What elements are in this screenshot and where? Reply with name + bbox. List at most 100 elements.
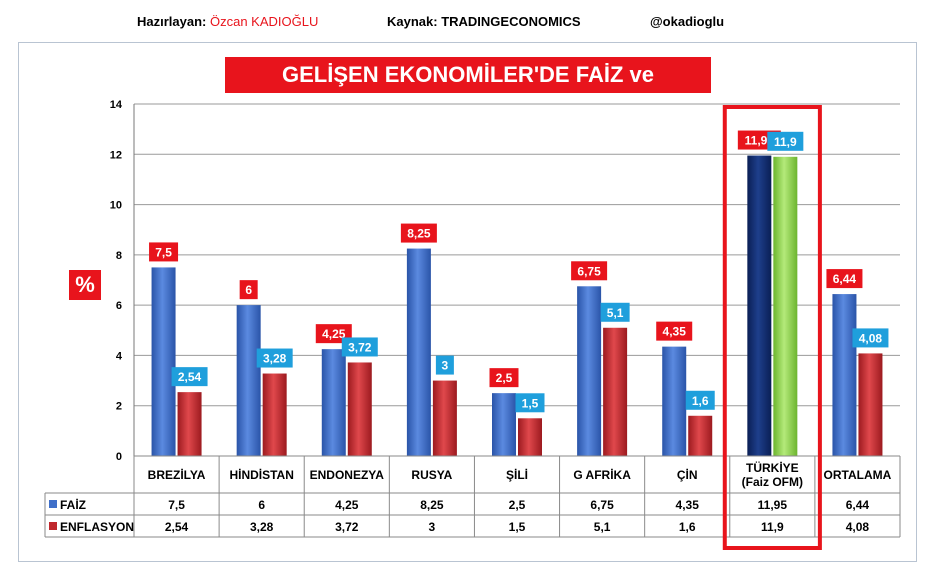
- category-label: (Faiz OFM): [742, 475, 803, 489]
- data-label: 4,25: [322, 327, 346, 341]
- prepared-label: Hazırlayan:: [137, 14, 207, 29]
- table-cell: 3,28: [250, 520, 274, 534]
- enflasyon-bar: [773, 156, 798, 457]
- category-label: ORTALAMA: [824, 468, 892, 482]
- enflasyon-bar: [518, 418, 542, 456]
- data-label: 11,95: [745, 134, 775, 148]
- faiz-bar: [406, 248, 431, 456]
- table-cell: 3,72: [335, 520, 359, 534]
- enflasyon-bar: [858, 353, 883, 456]
- data-label-box: [656, 321, 693, 341]
- data-label-box: [171, 367, 208, 387]
- category-label: ŞİLİ: [506, 467, 528, 482]
- twitter-handle: @okadioglu: [650, 14, 725, 29]
- data-label-box: [767, 131, 804, 151]
- data-label: 6,75: [577, 264, 601, 278]
- y-tick-label: 2: [116, 401, 122, 413]
- data-label: 7,5: [155, 245, 172, 259]
- series-name: ENFLASYON: [60, 520, 134, 534]
- data-label: 6,44: [833, 272, 857, 286]
- data-label: 4,35: [663, 325, 687, 339]
- chart-frame: [18, 42, 917, 562]
- faiz-bar: [321, 349, 346, 456]
- y-tick-label: 12: [110, 149, 122, 161]
- table-cell: 1,6: [679, 520, 696, 534]
- enflasyon-legend-swatch: [49, 522, 57, 530]
- y-tick-label: 6: [116, 300, 122, 312]
- category-label: ÇİN: [677, 467, 698, 482]
- enflasyon-bar: [177, 392, 202, 456]
- category-label: HİNDİSTAN: [229, 467, 293, 482]
- data-label-box: [149, 242, 179, 262]
- data-label-box: [400, 223, 437, 243]
- data-label: 11,9: [774, 135, 797, 149]
- category-label: BREZİLYA: [148, 467, 206, 482]
- data-label: 3,72: [348, 340, 372, 354]
- table-cell: 11,9: [761, 520, 784, 534]
- chart-title: GELİŞEN EKONOMİLER'DE FAİZ ve ENFLASYON: [225, 57, 711, 123]
- table-cell: 6,75: [590, 498, 614, 512]
- table-cell: 8,25: [420, 498, 444, 512]
- turkey-highlight-box: [722, 105, 822, 550]
- y-tick-label: 14: [110, 99, 123, 111]
- faiz-bar: [832, 294, 857, 456]
- data-label-box: [826, 269, 863, 289]
- prepared-by: Hazırlayan: Özcan KADIOĞLU: [137, 14, 318, 29]
- data-label: 5,1: [607, 306, 624, 320]
- faiz-bar: [662, 346, 687, 456]
- faiz-bar: [492, 393, 516, 456]
- enflasyon-bar: [262, 373, 287, 456]
- y-axis-label: %: [69, 270, 101, 300]
- enflasyon-bar: [688, 415, 713, 456]
- enflasyon-bar: [603, 327, 628, 456]
- author-name: Özcan KADIOĞLU: [210, 14, 319, 29]
- faiz-bar: [747, 155, 772, 457]
- data-label: 3: [442, 359, 449, 373]
- table-cell: 7,5: [168, 498, 185, 512]
- faiz-legend-swatch: [49, 500, 57, 508]
- data-label-box: [341, 337, 378, 357]
- table-cell: 1,5: [509, 520, 526, 534]
- category-label: TÜRKİYE: [746, 460, 799, 475]
- data-label: 2,5: [496, 371, 513, 385]
- y-tick-label: 10: [110, 200, 122, 212]
- data-label-box: [685, 390, 715, 410]
- table-cell: 2,54: [165, 520, 189, 534]
- category-label: ENDONEZYA: [310, 468, 385, 482]
- data-label-box: [852, 328, 889, 348]
- faiz-bar: [577, 286, 602, 456]
- table-cell: 2,5: [509, 498, 526, 512]
- series-name: FAİZ: [60, 497, 86, 512]
- category-label: G AFRİKA: [573, 467, 631, 482]
- data-label-box: [515, 393, 545, 413]
- data-label-box: [571, 261, 608, 281]
- table-cell: 6,44: [846, 498, 870, 512]
- data-label: 2,54: [178, 370, 202, 384]
- table-cell: 6: [258, 498, 265, 512]
- table-cell: 4,25: [335, 498, 359, 512]
- table-cell: 3: [429, 520, 436, 534]
- data-label: 3,28: [263, 352, 287, 366]
- y-tick-label: 0: [116, 451, 122, 463]
- y-tick-label: 8: [116, 250, 122, 262]
- data-label-box: [256, 348, 293, 368]
- data-label: 6: [245, 283, 252, 297]
- table-cell: 4,08: [846, 520, 870, 534]
- data-label: 1,5: [522, 396, 539, 410]
- category-label: RUSYA: [411, 468, 452, 482]
- table-cell: 11,95: [758, 498, 788, 512]
- data-label: 8,25: [407, 227, 431, 241]
- data-label: 4,08: [859, 331, 883, 345]
- source-label: Kaynak: TRADINGECONOMICS: [387, 14, 581, 29]
- data-label-box: [600, 302, 630, 322]
- data-label-box: [435, 355, 454, 375]
- enflasyon-bar: [347, 362, 372, 456]
- enflasyon-bar: [432, 380, 457, 456]
- table-cell: 5,1: [594, 520, 611, 534]
- faiz-bar: [236, 305, 261, 456]
- data-label-box: [239, 280, 258, 300]
- data-label: 1,6: [692, 394, 709, 408]
- data-label-box: [489, 368, 519, 388]
- y-tick-label: 4: [116, 350, 123, 362]
